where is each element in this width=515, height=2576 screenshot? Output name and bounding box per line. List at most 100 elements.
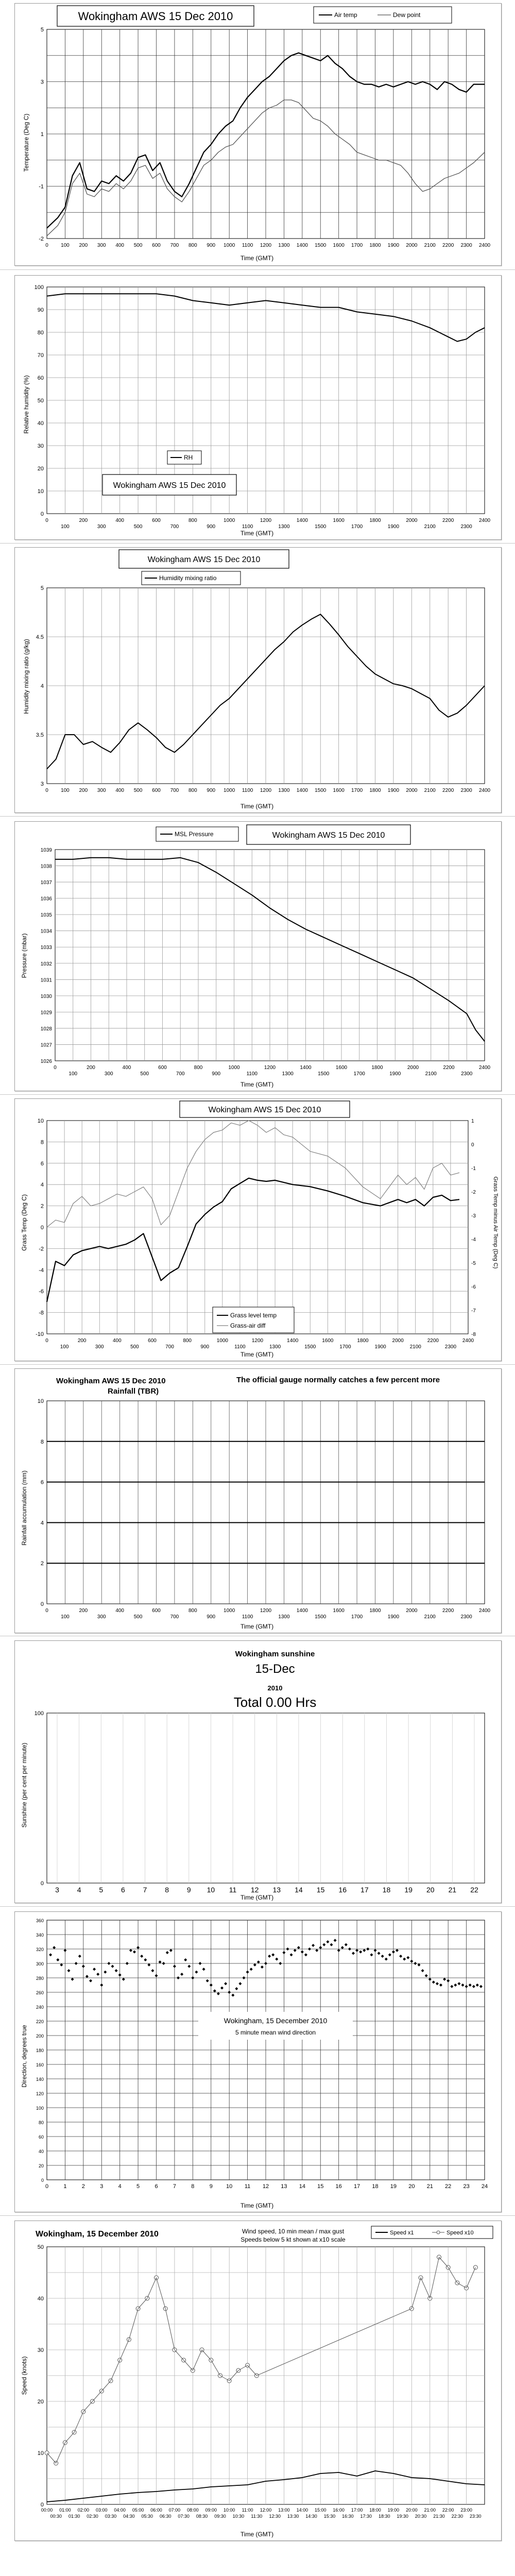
x-tick-label: 01:30 [68,2514,80,2519]
wind-direction-point [432,1980,435,1984]
x-tick-label: 06:30 [160,2514,171,2519]
y-tick-label: 140 [36,2077,44,2082]
wind-direction-point [49,1953,53,1957]
x-tick-label: 16:30 [342,2514,354,2519]
x-axis-label: Time (GMT) [241,255,273,262]
x-tick-label: 15:00 [315,2507,327,2513]
x-tick-label: 5 [136,2183,140,2190]
x-tick-label: 1200 [264,1065,276,1071]
x-tick-label: 0 [45,1608,48,1614]
chart-annotation: The official gauge normally catches a fe… [236,1376,440,1384]
y-tick-label: 1033 [41,945,53,951]
x-tick-label: 1200 [252,1338,264,1344]
y-tick-label: 80 [38,330,44,336]
x-tick-label: 1700 [339,1344,351,1350]
x-tick-label: 14:30 [305,2514,317,2519]
x-tick-label: 1800 [369,243,381,248]
y-axis-label: Pressure (mbar) [21,934,28,978]
x-tick-label: 2200 [442,788,454,793]
wind-direction-point [297,1946,300,1950]
y-tick-label: 1026 [41,1059,53,1064]
wind-direction-point [224,1982,228,1986]
x-tick-label: 10 [226,2183,232,2190]
y-tick-label: 20 [39,2163,44,2168]
y-tick-label: 1036 [41,896,53,902]
wind-direction-point [337,1948,340,1952]
speed-x1-line [46,2470,485,2502]
y-tick-label: -6 [39,1289,44,1295]
x-tick-label: 2300 [460,524,472,530]
legend-label-rh: RH [184,454,193,461]
x-tick-label: 1600 [333,243,345,248]
x-tick-label: 23:00 [460,2507,472,2513]
y-tick-label: 1 [41,131,44,138]
x-tick-label: 1000 [224,1608,235,1614]
x-tick-label: 7 [173,2183,176,2190]
y2-tick-label: -3 [471,1213,476,1219]
x-tick-label: 1000 [224,518,235,523]
x-tick-label: 1200 [260,518,272,523]
wind-direction-point [81,1964,85,1968]
x-tick-label: 10:30 [233,2514,245,2519]
x-axis-label: Time (GMT) [241,530,273,537]
x-tick-label: 800 [188,518,197,523]
x-tick-label: 2200 [442,1608,454,1614]
x-axis-label: Time (GMT) [241,1894,273,1901]
x-tick-label: 1900 [388,1614,400,1620]
x-tick-label: 21 [427,2183,433,2190]
x-tick-label: 14 [295,1886,303,1894]
x-tick-label: 2100 [410,1344,422,1350]
x-tick-label: 1900 [388,243,400,248]
wind-direction-point [384,1957,388,1961]
x-tick-label: 0 [45,1338,48,1344]
y-tick-label: 20 [38,2399,44,2405]
x-tick-label: 300 [97,788,106,793]
x-tick-label: 3 [100,2183,103,2190]
x-tick-label: 2000 [406,518,418,523]
x-tick-label: 22 [445,2183,451,2190]
chart-total: Total 0.00 Hrs [234,1694,316,1710]
x-tick-label: 1300 [282,1071,294,1077]
x-tick-label: 900 [207,788,215,793]
y2-tick-label: 1 [471,1118,474,1124]
wind-direction-point [162,1962,165,1965]
x-tick-label: 1 [63,2183,66,2190]
x-tick-label: 400 [113,1338,122,1344]
y-tick-label: 10 [38,1118,44,1124]
x-tick-label: 6 [154,2183,158,2190]
rh-line [46,293,485,342]
x-tick-label: 1500 [304,1344,316,1350]
wind-direction-point [406,1956,410,1959]
x-tick-label: 2 [82,2183,85,2190]
x-tick-label: 1400 [287,1338,299,1344]
y2-axis-label: Grass Temp minus Air Temp (Deg C) [492,1177,499,1269]
wind-direction-point [403,1957,406,1961]
y-tick-label: 10 [38,2450,44,2456]
temperature-chart: 0 100 200 300 400 500 600 700 800 900 1000 1100 1200… [14,3,502,266]
x-tick-label: 10:00 [224,2507,235,2513]
y-tick-label: 50 [38,398,44,404]
x-tick-label: 200 [79,788,88,793]
x-tick-label: 700 [170,1614,179,1620]
wind-direction-point [184,1958,187,1961]
y-tick-label: 1027 [41,1042,53,1048]
wind-direction-point [366,1947,370,1951]
x-tick-label: 15 [317,2183,323,2190]
x-tick-label: 700 [165,1344,174,1350]
mixing-ratio-chart: 0 100 200 300 400 500 600 700 800 900 1000 1100 1200… [14,547,502,813]
y-tick-label: 100 [35,284,44,291]
wind-direction-point [242,1976,246,1979]
y-tick-label: 1039 [41,848,53,853]
x-tick-label: 8 [191,2183,194,2190]
wind-direction-point [133,1950,136,1954]
wind-direction-point [454,1984,457,1987]
x-tick-label: 1000 [228,1065,240,1071]
x-tick-label: 600 [152,1608,161,1614]
x-tick-label: 600 [148,1338,157,1344]
y-tick-label: 1035 [41,912,53,918]
y-tick-label: 70 [38,352,44,359]
y-tick-label: 30 [38,2347,44,2353]
wind-direction-point [414,1962,417,1965]
x-tick-label: 16 [338,1886,347,1894]
chart-title: Wokingham AWS 15 Dec 2010 [113,481,226,490]
